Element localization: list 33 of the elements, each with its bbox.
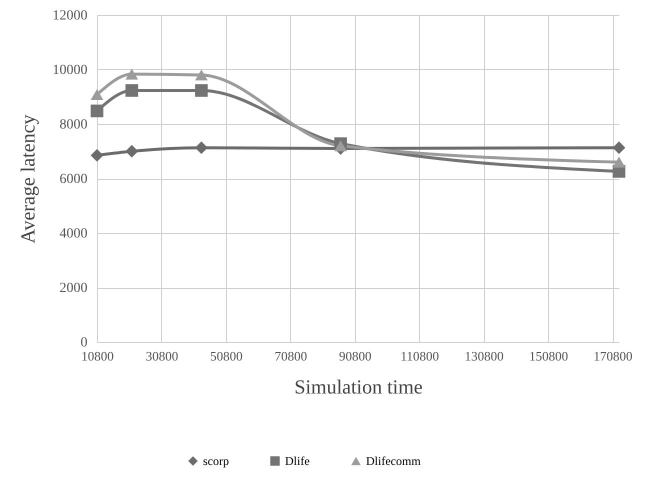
legend-label: Dlife — [285, 454, 310, 468]
y-tick-label: 4000 — [60, 226, 88, 242]
point — [90, 149, 104, 162]
point — [125, 144, 138, 158]
point — [195, 84, 208, 97]
point — [125, 84, 138, 97]
point — [90, 89, 104, 100]
y-tick-label: 0 — [80, 336, 88, 350]
x-tick-label: 50800 — [210, 348, 243, 364]
x-tick-label: 170800 — [594, 348, 633, 364]
legend-label: Dlifecomm — [366, 454, 422, 468]
point — [334, 140, 347, 152]
y-tick-label: 10000 — [52, 63, 88, 78]
point — [195, 141, 208, 154]
x-tick-label: 150800 — [529, 348, 568, 364]
x-tick-label: 10800 — [81, 348, 114, 364]
y-tick-label: 6000 — [60, 172, 88, 187]
y-tick-label: 12000 — [52, 8, 88, 24]
point — [90, 104, 104, 118]
y-tick-label: 8000 — [60, 118, 88, 132]
point — [612, 156, 626, 168]
point — [125, 68, 138, 80]
x-tick-label: 70800 — [274, 348, 308, 364]
x-tick-label: 30800 — [146, 348, 178, 364]
y-tick-label: 2000 — [60, 281, 88, 296]
x-tick-label: 110800 — [400, 348, 439, 364]
x-tick-label: 130800 — [464, 348, 504, 364]
y-axis-title: Average latency — [18, 114, 40, 244]
point — [612, 141, 626, 154]
point — [195, 69, 208, 80]
x-axis-title: Simulation time — [294, 376, 423, 398]
legend-label: scorp — [203, 454, 229, 468]
x-tick-label: 90800 — [339, 348, 372, 364]
